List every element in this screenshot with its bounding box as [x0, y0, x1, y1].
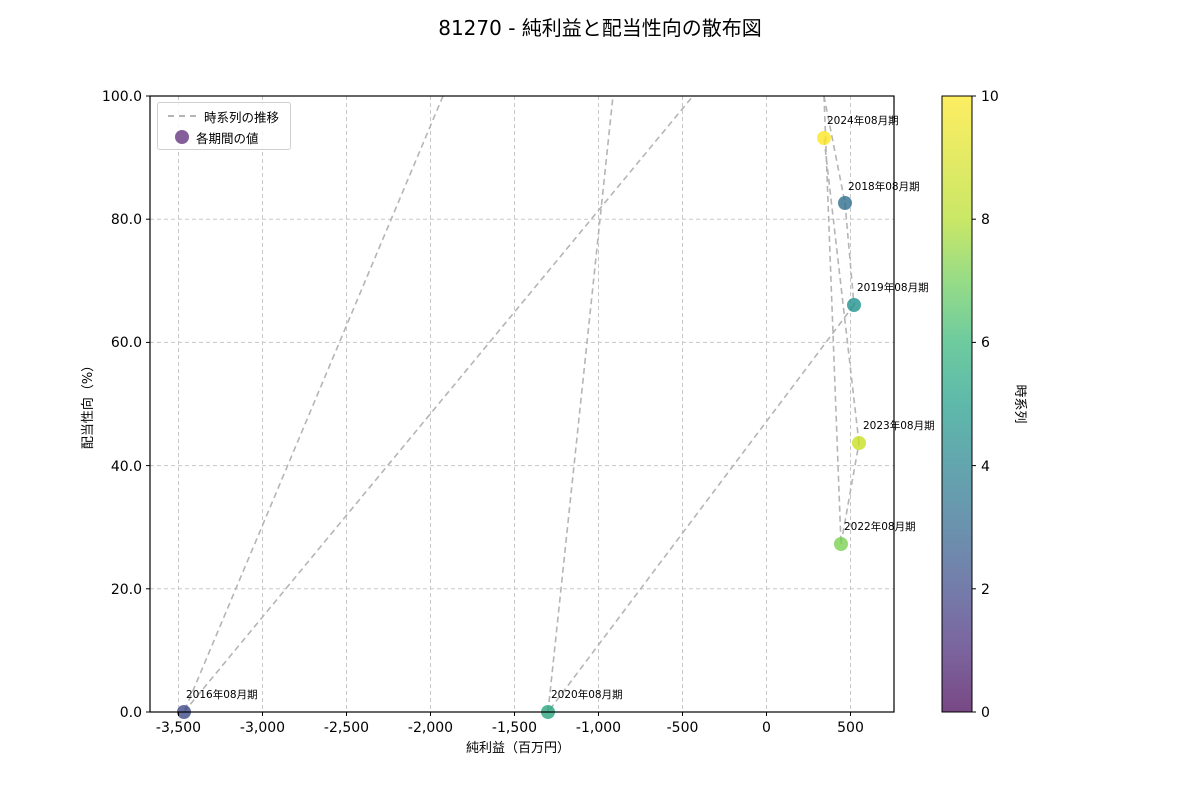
svg-text:-2,000: -2,000: [408, 720, 453, 736]
svg-text:40.0: 40.0: [111, 459, 142, 475]
svg-text:10: 10: [981, 89, 999, 105]
svg-text:100.0: 100.0: [102, 89, 142, 105]
label-2019: 2019年08月期: [857, 281, 929, 294]
point-2019: [847, 298, 861, 312]
chart-title: 81270 - 純利益と配当性向の散布図: [438, 16, 762, 40]
colorbar: [942, 96, 972, 712]
point-2024: [817, 131, 831, 145]
circle-marker-icon: [175, 130, 189, 144]
legend-item-dot: 各期間の値: [158, 127, 259, 147]
svg-text:-1,000: -1,000: [576, 720, 621, 736]
svg-text:-2,500: -2,500: [324, 720, 369, 736]
label-2023: 2023年08月期: [863, 419, 935, 432]
svg-text:-3,000: -3,000: [240, 720, 285, 736]
dashed-line-icon: [168, 115, 196, 117]
svg-text:4: 4: [981, 459, 990, 475]
colorbar-tick-labels: 0 2 4 6 8 10: [981, 89, 999, 721]
svg-text:-1,500: -1,500: [492, 720, 537, 736]
point-2018: [838, 196, 852, 210]
y-axis-label: 配当性向（%）: [80, 359, 96, 449]
svg-text:60.0: 60.0: [111, 335, 142, 351]
svg-text:20.0: 20.0: [111, 582, 142, 598]
scatter-points: [177, 131, 866, 719]
label-2020: 2020年08月期: [551, 688, 623, 701]
grid: [150, 96, 894, 712]
svg-text:6: 6: [981, 335, 990, 351]
svg-text:0.0: 0.0: [120, 705, 142, 721]
svg-text:-500: -500: [667, 720, 699, 736]
x-tick-labels: -3,500 -3,000 -2,500 -2,000 -1,500 -1,00…: [156, 720, 864, 736]
y-tick-labels: 0.0 20.0 40.0 60.0 80.0 100.0: [102, 89, 142, 721]
plot-frame: [149, 95, 895, 713]
legend: 時系列の推移 各期間の値: [157, 102, 291, 150]
svg-text:500: 500: [837, 720, 864, 736]
point-2022: [834, 537, 848, 551]
label-2024: 2024年08月期: [827, 114, 899, 127]
x-axis-label: 純利益（百万円）: [466, 741, 570, 756]
point-2023: [852, 436, 866, 450]
label-2018: 2018年08月期: [848, 180, 920, 193]
svg-text:8: 8: [981, 212, 990, 228]
svg-text:-3,500: -3,500: [156, 720, 201, 736]
label-2022: 2022年08月期: [844, 520, 916, 533]
svg-text:80.0: 80.0: [111, 212, 142, 228]
colorbar-label: 時系列: [1012, 384, 1027, 423]
legend-item-line: 時系列の推移: [158, 106, 279, 126]
label-2016: 2016年08月期: [186, 688, 258, 701]
svg-text:0: 0: [762, 720, 771, 736]
svg-text:2: 2: [981, 582, 990, 598]
svg-text:0: 0: [981, 705, 990, 721]
time-series-line: [183, 95, 860, 713]
